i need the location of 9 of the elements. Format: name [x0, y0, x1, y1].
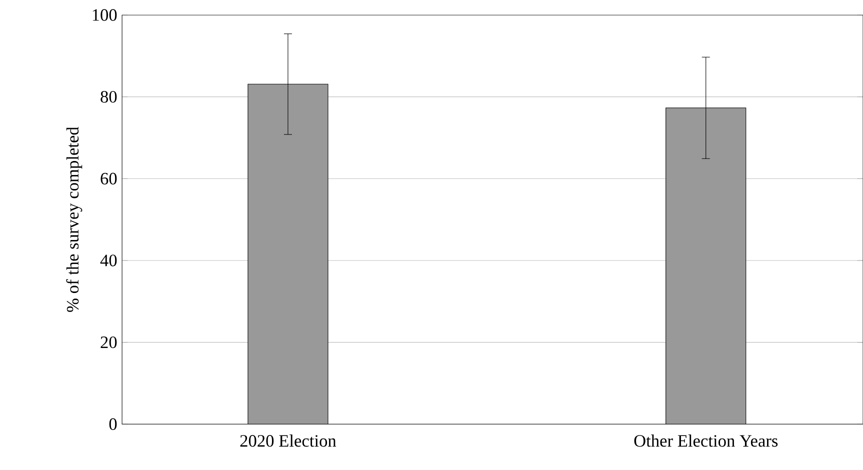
y-tick-label: 100 — [92, 9, 117, 22]
y-tick-label: 20 — [100, 336, 117, 348]
x-tick-label: 2020 Election — [240, 434, 336, 447]
y-tick-label: 60 — [100, 173, 117, 185]
y-axis-title: % of the survey completed — [66, 127, 82, 312]
x-tick-label: Other Election Years — [634, 434, 778, 447]
y-tick-label: 80 — [100, 91, 117, 103]
y-tick-label: 40 — [100, 254, 117, 267]
y-tick-label: 0 — [109, 418, 117, 430]
